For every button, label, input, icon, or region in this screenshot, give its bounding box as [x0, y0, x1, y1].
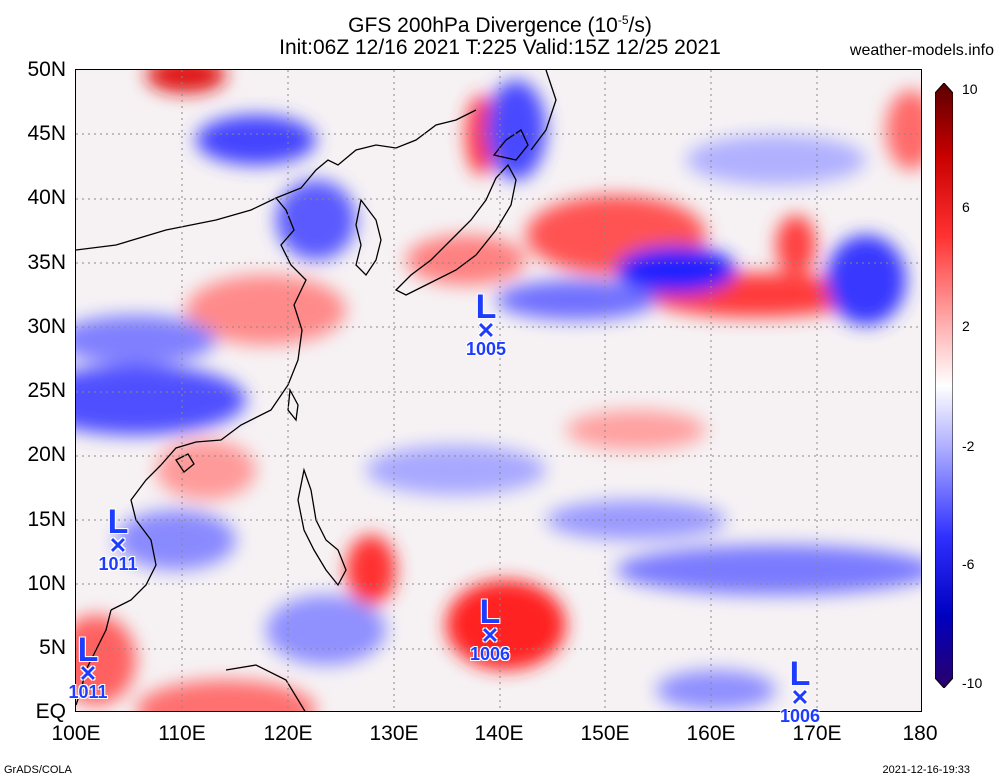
lon-label-100e: 100E — [51, 722, 101, 745]
coast-china-east — [160, 197, 307, 466]
lon-label-150e: 150E — [580, 722, 630, 745]
field-blob-blue — [686, 135, 866, 185]
divergence-field — [76, 70, 921, 711]
coast-sakhalin — [530, 70, 557, 151]
chart-subtitle: Init:06Z 12/16 2021 T:225 Valid:15Z 12/2… — [279, 36, 721, 59]
lon-label-120e: 120E — [263, 722, 313, 745]
coast-borneo — [225, 664, 306, 711]
field-blob-red — [446, 580, 566, 670]
low-1005: L ✕ 1005 — [465, 288, 507, 359]
gridlines — [76, 70, 921, 711]
lat-label-40n: 40N — [27, 186, 66, 209]
chart-title: GFS 200hPa Divergence (10-5/s) — [348, 13, 652, 37]
divergence-map — [75, 69, 922, 712]
lon-label-140e: 140E — [474, 722, 524, 745]
lat-label-50n: 50N — [27, 58, 66, 81]
coast-korea — [355, 198, 382, 277]
lat-label-25n: 25N — [27, 379, 66, 402]
field-blob-blue — [196, 115, 316, 165]
lat-label-20n: 20N — [27, 443, 66, 466]
colorbar-label-neg6: -6 — [962, 556, 975, 572]
field-blob-red — [776, 215, 816, 275]
lat-label-45n: 45N — [27, 122, 66, 145]
lon-label-170e: 170E — [792, 722, 842, 745]
field-blob-blue — [616, 545, 921, 595]
field-blob-red — [146, 70, 226, 93]
low-1006-b: L ✕ 1006 — [779, 655, 821, 726]
coast-taiwan — [287, 387, 299, 422]
colorbar-bar — [935, 83, 953, 688]
lon-label-130e: 130E — [369, 722, 419, 745]
low-1011-b: L ✕ 1011 — [68, 631, 108, 702]
lat-label-5n: 5N — [39, 636, 66, 659]
low-1006-a: L ✕ 1006 — [469, 593, 511, 664]
colorbar-label-6: 6 — [962, 199, 970, 215]
map-field — [76, 70, 921, 711]
lat-label-15n: 15N — [27, 508, 66, 531]
field-blob-blue — [266, 595, 386, 665]
coast-philippines — [297, 467, 347, 587]
field-blob-red — [136, 680, 316, 711]
field-blob-blue — [76, 365, 246, 435]
field-blob-red — [406, 235, 526, 285]
field-blob-blue — [276, 180, 356, 260]
coast-malay — [76, 609, 112, 706]
lon-label-180: 180 — [902, 722, 938, 745]
colorbar-label-10: 10 — [962, 81, 978, 97]
field-blob-blue — [76, 315, 216, 365]
colorbar-label-neg10: -10 — [962, 675, 983, 691]
footer-source: GrADS/COLA — [4, 764, 72, 776]
field-blob-blue — [486, 80, 546, 180]
colorbar-label-neg2: -2 — [962, 438, 975, 454]
lat-label-30n: 30N — [27, 315, 66, 338]
footer-timestamp: 2021-12-16-19:33 — [882, 764, 970, 776]
site-label: weather-models.info — [849, 42, 994, 59]
lat-label-10n: 10N — [27, 572, 66, 595]
field-blob-red — [886, 90, 921, 170]
field-blob-red — [156, 440, 256, 500]
coast-indochina — [110, 464, 162, 611]
low-1011-a: L ✕ 1011 — [98, 503, 138, 574]
colorbar-label-2: 2 — [962, 318, 970, 334]
lat-label-eq: EQ — [35, 700, 66, 723]
field-blob-blue — [826, 235, 906, 325]
field-blob-blue — [116, 510, 236, 570]
field-blob-red — [346, 535, 396, 605]
field-blob-blue — [616, 246, 736, 294]
coast-mainland-north — [76, 109, 477, 251]
field-blob-blue — [366, 445, 546, 495]
field-blob-red — [566, 410, 706, 450]
lon-label-160e: 160E — [686, 722, 736, 745]
field-blob-blue — [496, 280, 656, 320]
field-blob-red — [76, 615, 136, 705]
coast-japan-hokkaido — [492, 129, 529, 161]
lon-label-110e: 110E — [158, 722, 206, 745]
colorbar — [935, 83, 953, 688]
lat-label-35n: 35N — [27, 251, 66, 274]
field-blob-blue — [656, 670, 776, 710]
